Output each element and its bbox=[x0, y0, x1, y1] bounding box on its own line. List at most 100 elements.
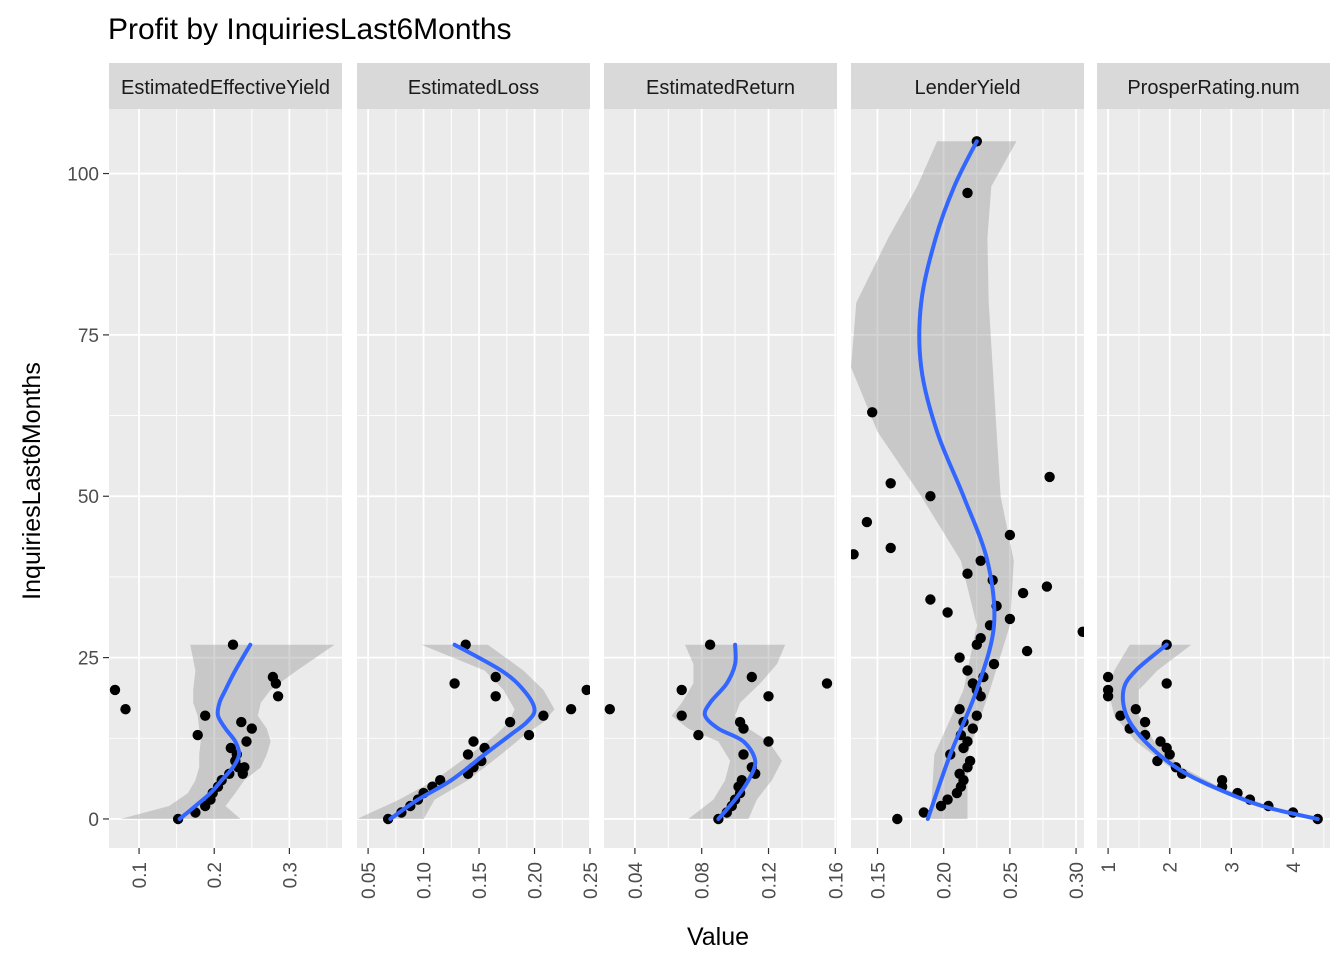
data-point bbox=[736, 775, 747, 786]
data-point bbox=[1155, 736, 1166, 747]
x-tick-label: 0.15 bbox=[470, 862, 491, 899]
facet-strip bbox=[109, 63, 342, 109]
data-point bbox=[462, 749, 474, 760]
x-tick-label: 2 bbox=[1161, 862, 1182, 873]
x-tick-label: 0.25 bbox=[1001, 862, 1022, 899]
facet-strip-label: ProsperRating.num bbox=[1127, 77, 1299, 99]
data-point bbox=[236, 716, 247, 728]
data-point bbox=[1077, 626, 1084, 637]
smooth-fit-line bbox=[1120, 642, 1320, 821]
data-point bbox=[490, 691, 501, 702]
facet-strip-label: EstimatedEffectiveYield bbox=[121, 77, 330, 99]
confidence-band bbox=[1108, 644, 1324, 819]
data-point bbox=[851, 549, 859, 560]
confidence-band bbox=[357, 644, 555, 819]
data-point bbox=[1152, 755, 1163, 767]
x-tick-label: 0.16 bbox=[826, 862, 847, 899]
data-point bbox=[975, 633, 986, 644]
data-point bbox=[435, 775, 446, 786]
x-tick-label: 4 bbox=[1284, 862, 1305, 873]
data-point bbox=[925, 491, 936, 502]
data-point bbox=[246, 723, 257, 734]
smooth-fit-line bbox=[702, 642, 758, 821]
data-point bbox=[468, 736, 479, 747]
y-tick-label: 25 bbox=[78, 649, 99, 670]
facet-panel-estimatedloss: 0.05 0.10 0.15 0.20 0.25 EstimatedLoss bbox=[357, 63, 602, 899]
panel-background bbox=[109, 109, 342, 848]
data-point bbox=[1139, 716, 1151, 728]
x-tick-label: 0.2 bbox=[205, 862, 226, 888]
facet-panel-prosperrating-num: 1 2 3 4 ProsperRating.num bbox=[1097, 63, 1330, 873]
x-tick-label: 0.12 bbox=[760, 862, 781, 899]
x-tick-label: 0.20 bbox=[935, 862, 956, 899]
data-point bbox=[962, 665, 973, 676]
data-point bbox=[967, 678, 978, 689]
facet-panel-lenderyield: 0.15 0.20 0.25 0.30 LenderYield bbox=[851, 63, 1088, 899]
x-tick-label: 0.15 bbox=[868, 862, 889, 899]
data-point bbox=[693, 729, 704, 741]
x-tick-label: 0.10 bbox=[415, 862, 436, 899]
data-point bbox=[821, 678, 833, 689]
data-point bbox=[523, 729, 535, 741]
data-point bbox=[1021, 645, 1033, 657]
data-point bbox=[676, 710, 687, 721]
chart-title: Profit by InquiriesLast6Months bbox=[108, 13, 512, 46]
facet-strip bbox=[604, 63, 837, 109]
data-point bbox=[272, 691, 284, 702]
smooth-fit-line bbox=[388, 642, 537, 821]
data-point bbox=[962, 568, 973, 579]
y-tick-label: 0 bbox=[88, 810, 99, 831]
data-point bbox=[954, 652, 965, 663]
data-point bbox=[746, 671, 757, 683]
data-point bbox=[763, 736, 774, 747]
panels-group: 0 25 50 75 100 0.1 0.2 0.3 EstimatedEffectiveYie… bbox=[67, 63, 1330, 899]
facet-panel-estimatedeffectiveyield: 0.1 0.2 0.3 EstimatedEffectiveYield bbox=[109, 63, 342, 888]
data-point bbox=[1216, 775, 1228, 786]
data-point bbox=[988, 658, 1000, 670]
data-point bbox=[885, 478, 896, 489]
data-point bbox=[942, 607, 953, 618]
x-tick-label: 0.1 bbox=[130, 862, 151, 888]
data-point bbox=[1130, 704, 1142, 715]
facet-strip-label: LenderYield bbox=[914, 77, 1020, 99]
x-tick-label: 0.3 bbox=[280, 862, 301, 888]
x-tick-label: 3 bbox=[1222, 862, 1243, 873]
smooth-fit-line bbox=[917, 139, 997, 821]
panel-background bbox=[1097, 109, 1330, 848]
data-point bbox=[449, 678, 460, 689]
facet-strip bbox=[357, 63, 590, 109]
x-tick-label: 0.08 bbox=[693, 862, 714, 899]
x-tick-label: 0.04 bbox=[626, 862, 647, 899]
x-axis-title: Value bbox=[687, 923, 749, 951]
y-tick-label: 50 bbox=[78, 487, 99, 508]
data-point bbox=[942, 794, 953, 805]
x-tick-label: 0.20 bbox=[526, 862, 547, 899]
data-point bbox=[885, 542, 896, 554]
data-point bbox=[1004, 613, 1016, 625]
x-tick-label: 1 bbox=[1099, 862, 1120, 873]
data-point bbox=[962, 736, 973, 747]
data-point bbox=[1161, 742, 1172, 754]
facet-strip bbox=[1097, 63, 1330, 109]
data-point bbox=[241, 736, 252, 747]
y-axis-title: InquiriesLast6Months bbox=[18, 362, 46, 600]
data-point bbox=[971, 710, 982, 721]
data-point bbox=[1102, 684, 1114, 696]
data-point bbox=[1102, 671, 1114, 683]
data-point bbox=[935, 800, 947, 812]
x-tick-label: 0.30 bbox=[1067, 862, 1088, 899]
data-point bbox=[604, 704, 615, 715]
data-point bbox=[192, 729, 203, 741]
data-point bbox=[734, 716, 746, 728]
y-tick-label: 75 bbox=[78, 326, 99, 347]
data-point bbox=[925, 594, 936, 605]
data-point bbox=[1115, 710, 1126, 721]
data-point bbox=[704, 639, 716, 650]
data-point bbox=[867, 407, 878, 418]
data-point bbox=[967, 723, 978, 734]
data-point bbox=[581, 684, 590, 696]
data-point bbox=[200, 710, 211, 721]
facet-strip bbox=[851, 63, 1084, 109]
data-point bbox=[109, 684, 121, 696]
